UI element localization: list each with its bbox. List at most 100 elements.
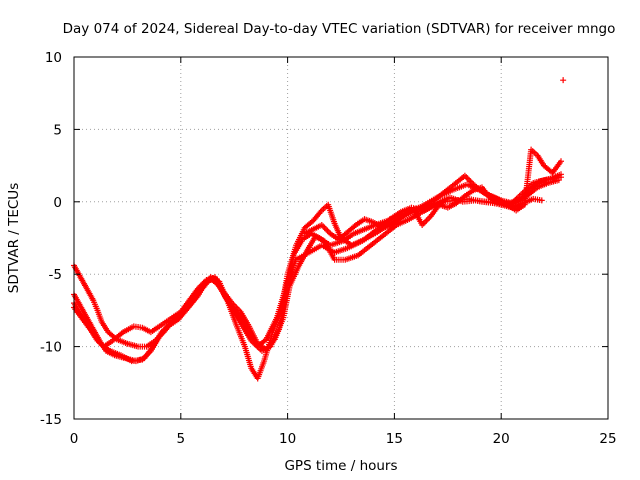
data-point — [254, 360, 267, 382]
data-point — [444, 201, 458, 211]
x-tick-label: 0 — [70, 431, 79, 447]
data-point — [77, 274, 89, 291]
data-point — [107, 347, 123, 358]
data-point — [147, 335, 162, 354]
x-tick-label: 5 — [177, 431, 186, 447]
data-point — [397, 205, 413, 215]
data-point — [393, 217, 411, 228]
data-point — [229, 300, 243, 314]
axis-ticks: 0 5 10 15 20 25 -15 -10 -5 0 5 10 — [40, 50, 617, 447]
data-point — [156, 317, 172, 330]
data-point — [335, 230, 349, 243]
data-point — [241, 343, 254, 370]
data-point — [478, 184, 493, 201]
data-point — [472, 197, 490, 205]
data-point — [355, 243, 373, 259]
data-point — [139, 324, 153, 335]
data-point — [327, 238, 345, 249]
data-point — [90, 297, 100, 312]
data-point — [438, 182, 456, 198]
y-tick-label: -5 — [49, 267, 62, 283]
data-point — [342, 252, 360, 263]
data-point — [103, 347, 116, 358]
data-point — [211, 276, 226, 295]
x-tick-label: 25 — [599, 431, 616, 447]
data-point — [79, 316, 93, 333]
data-point — [94, 307, 105, 324]
data-point — [519, 196, 535, 207]
data-point — [350, 227, 366, 237]
data-point — [318, 221, 332, 236]
data-point — [109, 330, 125, 344]
data-point — [534, 152, 546, 167]
data-point — [461, 172, 476, 186]
data-point — [555, 177, 562, 184]
data-point — [194, 278, 209, 292]
data-point — [248, 337, 264, 353]
data-point — [558, 158, 565, 165]
data-point — [233, 321, 248, 348]
data-point — [367, 233, 386, 249]
chart-title: Day 074 of 2024, Sidereal Day-to-day VTE… — [63, 21, 616, 37]
data-point — [528, 146, 539, 158]
data-point — [167, 310, 183, 323]
data-point — [352, 217, 366, 228]
data-point — [220, 290, 237, 313]
data-point — [94, 337, 106, 349]
data-point — [427, 203, 442, 220]
data-point — [276, 292, 289, 333]
data-point — [549, 159, 563, 176]
data-point — [117, 352, 133, 364]
data-point — [231, 308, 245, 328]
y-tick-label: -10 — [40, 340, 62, 356]
data-point — [130, 323, 144, 331]
data-point — [88, 327, 100, 343]
data-point — [299, 231, 313, 243]
data-point — [361, 230, 379, 243]
data-point — [305, 243, 323, 256]
data-point — [282, 252, 297, 297]
data-point — [100, 338, 114, 350]
data-point — [453, 194, 467, 207]
data-point — [83, 285, 96, 302]
data-point — [286, 265, 301, 289]
data-point — [139, 349, 153, 363]
x-tick-label: 15 — [386, 431, 403, 447]
data-point — [177, 298, 192, 315]
data-point — [186, 287, 200, 304]
plot-frame — [73, 56, 609, 420]
data-point — [487, 195, 503, 207]
data-point — [308, 230, 321, 241]
y-axis-label: SDTVAR / TECUs — [6, 183, 22, 293]
data-point — [421, 201, 439, 214]
data-point — [301, 227, 315, 237]
data-point — [267, 328, 282, 350]
series-track-d — [71, 177, 562, 354]
x-tick-label: 20 — [493, 431, 510, 447]
data-point — [523, 185, 539, 200]
data-point — [449, 182, 469, 194]
data-point — [301, 218, 315, 231]
x-axis-label: GPS time / hours — [284, 458, 397, 474]
data-point — [331, 245, 349, 256]
data-point — [184, 294, 200, 312]
data-point — [327, 230, 341, 242]
data-point — [237, 308, 252, 328]
data-point — [316, 235, 332, 248]
data-point — [291, 238, 305, 257]
data-point — [560, 77, 567, 84]
data-point — [402, 207, 415, 218]
data-point — [98, 318, 111, 334]
data-point — [361, 222, 377, 233]
data-series — [71, 77, 567, 382]
data-point — [156, 324, 170, 340]
y-tick-label: -15 — [40, 412, 62, 428]
data-point — [547, 172, 563, 182]
data-point — [120, 324, 136, 336]
series-outlier — [560, 77, 567, 84]
data-point — [538, 197, 545, 204]
series-track-e — [301, 184, 545, 243]
data-point — [258, 344, 272, 354]
data-point — [384, 210, 403, 224]
